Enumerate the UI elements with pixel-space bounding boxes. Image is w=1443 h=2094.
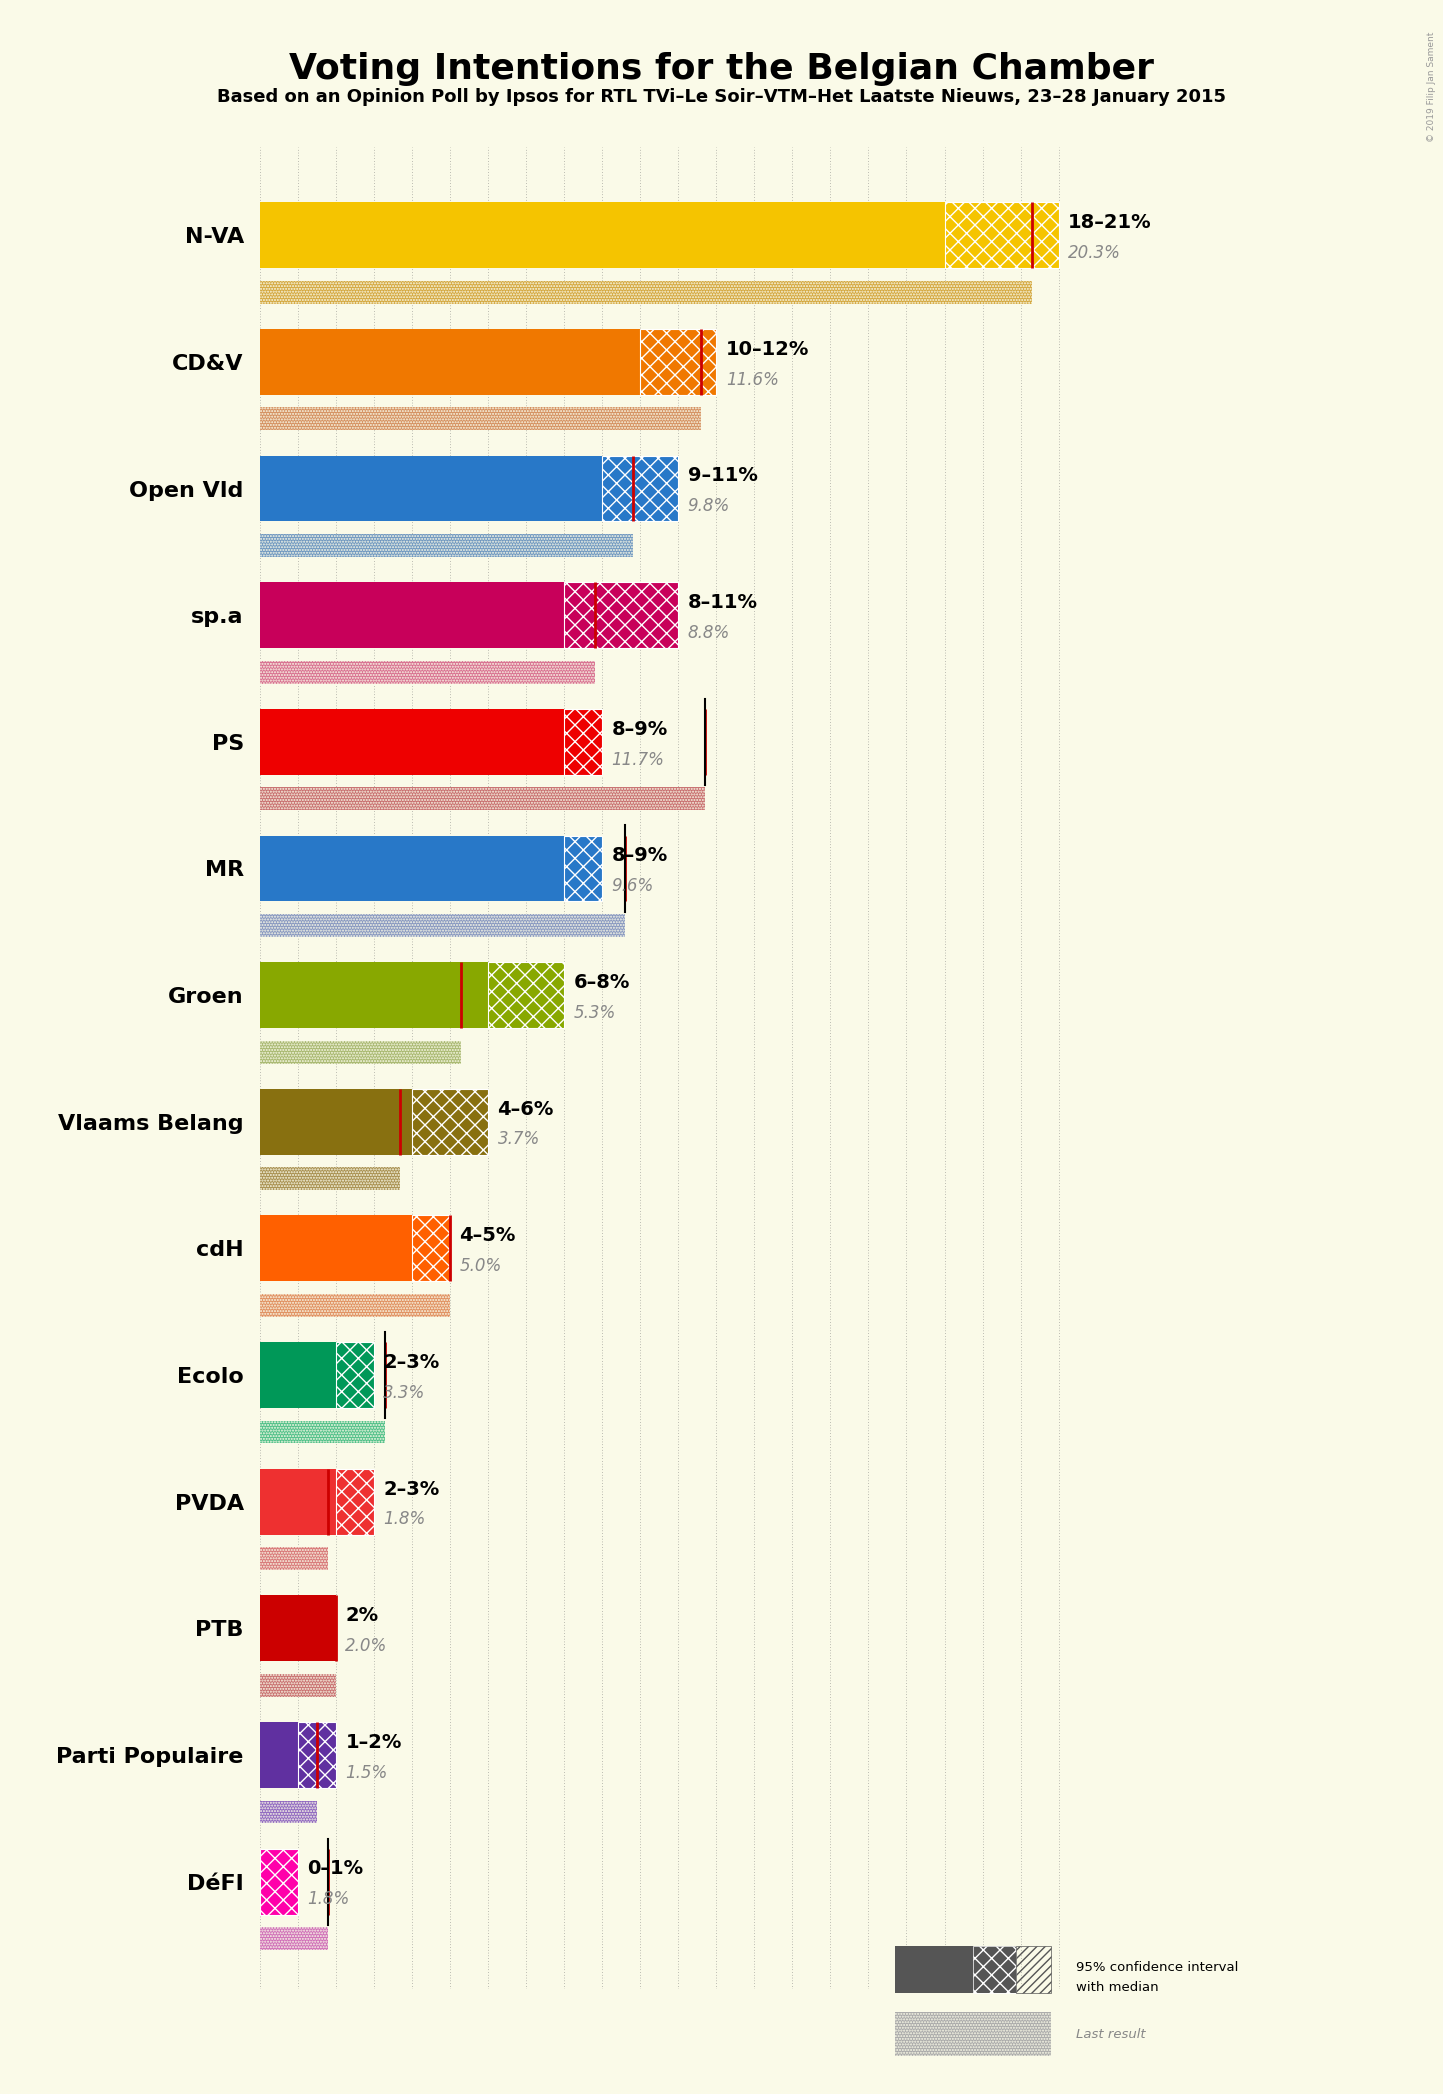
Bar	[260, 1041, 462, 1064]
Text: 5.3%: 5.3%	[573, 1003, 616, 1022]
Text: 20.3%: 20.3%	[1068, 245, 1121, 262]
Text: © 2019 Filip Jan Sament: © 2019 Filip Jan Sament	[1427, 31, 1436, 142]
Bar	[260, 1041, 462, 1064]
Text: 10–12%: 10–12%	[726, 339, 810, 358]
Bar	[895, 2012, 1051, 2056]
Text: 11.6%: 11.6%	[726, 371, 779, 389]
Bar	[336, 1342, 374, 1407]
Bar	[260, 281, 1032, 304]
Bar	[260, 1342, 374, 1407]
Bar	[260, 961, 564, 1028]
Text: 9–11%: 9–11%	[688, 467, 758, 486]
Bar	[1016, 1945, 1051, 1993]
Text: 3.3%: 3.3%	[384, 1384, 426, 1401]
Text: 2–3%: 2–3%	[384, 1480, 440, 1499]
Bar	[260, 1801, 317, 1824]
Bar	[260, 1596, 336, 1661]
Text: 2.0%: 2.0%	[345, 1638, 388, 1654]
Text: 8–11%: 8–11%	[688, 593, 758, 611]
Bar	[260, 915, 625, 936]
Bar	[260, 1420, 385, 1443]
Bar	[260, 456, 678, 521]
Bar	[260, 1294, 450, 1317]
Bar	[260, 408, 701, 429]
Bar	[260, 1801, 317, 1824]
Bar	[260, 1166, 401, 1189]
Text: 2–3%: 2–3%	[384, 1353, 440, 1372]
Bar	[260, 408, 701, 429]
Text: 1.8%: 1.8%	[307, 1891, 349, 1908]
Bar	[260, 1420, 385, 1443]
Bar	[411, 1089, 488, 1154]
Bar	[260, 1849, 297, 1914]
Bar	[260, 534, 632, 557]
Bar	[260, 1547, 328, 1570]
Text: Last result: Last result	[1076, 2029, 1146, 2042]
Text: 3.7%: 3.7%	[498, 1131, 540, 1148]
Bar	[260, 1215, 450, 1282]
Text: 8.8%: 8.8%	[688, 624, 730, 643]
Bar	[260, 203, 1059, 268]
Bar	[602, 456, 678, 521]
Text: 9.8%: 9.8%	[688, 496, 730, 515]
Bar	[260, 1547, 328, 1570]
Bar	[564, 582, 678, 649]
Text: 5.0%: 5.0%	[459, 1256, 502, 1275]
Text: 95% confidence interval: 95% confidence interval	[1076, 1960, 1240, 1975]
Text: 0–1%: 0–1%	[307, 1859, 364, 1878]
Bar	[336, 1468, 374, 1535]
Bar	[260, 1926, 328, 1950]
Text: 6–8%: 6–8%	[573, 974, 631, 993]
Bar	[260, 1294, 450, 1317]
Bar	[260, 787, 704, 810]
Bar	[260, 1468, 374, 1535]
Bar	[260, 1673, 336, 1696]
Bar	[260, 662, 595, 683]
Text: 11.7%: 11.7%	[612, 750, 665, 768]
Bar	[973, 1945, 1016, 1993]
Bar	[641, 329, 716, 396]
Text: Voting Intentions for the Belgian Chamber: Voting Intentions for the Belgian Chambe…	[289, 52, 1154, 86]
Bar	[260, 710, 602, 775]
Bar	[260, 662, 595, 683]
Bar	[488, 961, 564, 1028]
Bar	[260, 1166, 401, 1189]
Text: 1–2%: 1–2%	[345, 1734, 401, 1753]
Bar	[260, 836, 602, 900]
Text: with median: with median	[1076, 1981, 1159, 1993]
Bar	[260, 1721, 336, 1788]
Text: 2%: 2%	[345, 1606, 378, 1625]
Text: 8–9%: 8–9%	[612, 720, 668, 739]
Bar	[260, 534, 632, 557]
Text: 9.6%: 9.6%	[612, 877, 654, 896]
Bar	[895, 2012, 1051, 2056]
Bar	[564, 710, 602, 775]
Bar	[260, 329, 716, 396]
Text: Based on an Opinion Poll by Ipsos for RTL TVi–Le Soir–VTM–Het Laatste Nieuws, 23: Based on an Opinion Poll by Ipsos for RT…	[216, 88, 1227, 107]
Bar	[260, 1089, 488, 1154]
Bar	[260, 787, 704, 810]
Bar	[260, 1926, 328, 1950]
Bar	[260, 281, 1032, 304]
Bar	[260, 582, 678, 649]
Text: 4–5%: 4–5%	[459, 1227, 515, 1246]
Bar	[895, 1945, 1016, 1993]
Text: 1.5%: 1.5%	[345, 1763, 388, 1782]
Text: 18–21%: 18–21%	[1068, 214, 1152, 232]
Text: 1.8%: 1.8%	[384, 1510, 426, 1529]
Bar	[564, 836, 602, 900]
Text: 8–9%: 8–9%	[612, 846, 668, 865]
Bar	[297, 1721, 336, 1788]
Bar	[411, 1215, 450, 1282]
Bar	[260, 915, 625, 936]
Bar	[260, 1673, 336, 1696]
Bar	[260, 1849, 297, 1914]
Bar	[945, 203, 1059, 268]
Text: 4–6%: 4–6%	[498, 1099, 554, 1118]
